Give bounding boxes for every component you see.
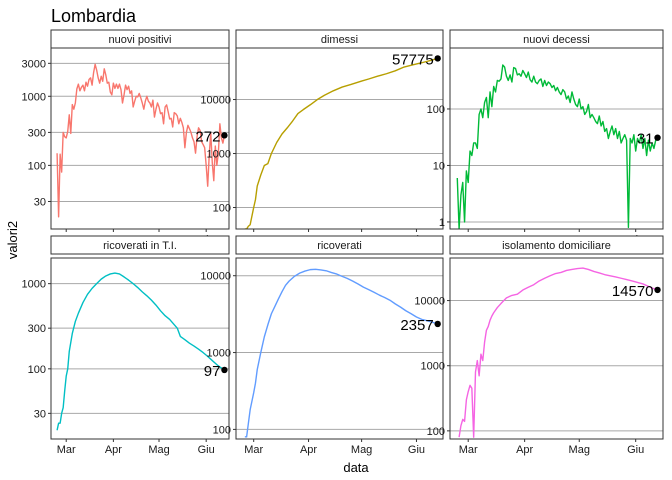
series-line-nuovi-positivi <box>56 63 226 218</box>
y-tick-label: 100 <box>427 426 445 438</box>
x-tick-label: Apr <box>516 444 533 456</box>
x-axis-title: data <box>343 460 369 475</box>
panel-background <box>51 258 229 439</box>
x-tick-label: Mar <box>459 444 478 456</box>
strip-label: dimessi <box>321 34 358 46</box>
panel-border <box>50 257 230 440</box>
panel-background <box>51 48 229 229</box>
series-line-nuovi-decessi <box>456 64 659 229</box>
panel-nuovi-positivi: nuovi positivi3010030010003000MarAprMagG… <box>22 29 230 246</box>
end-point <box>221 132 228 139</box>
y-tick-label: 300 <box>28 323 46 335</box>
y-tick-label: 100 <box>427 104 445 116</box>
y-tick-label: 100 <box>213 424 231 436</box>
strip-label: nuovi positivi <box>109 34 172 46</box>
panel-ricoverati: ricoverati 100 1000 10000 Mar Apr Mag Giu 2357 <box>200 235 444 456</box>
strip-label: nuovi decessi <box>523 34 590 46</box>
end-point <box>434 320 441 328</box>
y-tick-label: 300 <box>28 127 46 139</box>
strip-background <box>449 235 664 255</box>
panel-ricoverati-in-t-i: ricoverati in T.I. 30 100 300 1000 Mar Apr Mag G… <box>22 235 230 456</box>
x-tick-label: Apr <box>300 444 317 456</box>
y-tick-label: 1000 <box>22 91 46 103</box>
x-tick-label: Giu <box>627 444 644 456</box>
end-value-label: 57775 <box>392 51 434 68</box>
x-tick-label: Mar <box>244 444 263 456</box>
x-tick-label: Mag <box>569 444 590 456</box>
x-tick-label: Mar <box>57 444 76 456</box>
end-value-label: 97 <box>204 363 221 380</box>
end-point <box>434 55 441 62</box>
strip-label: isolamento domiciliare <box>502 240 611 252</box>
panel-border <box>449 257 664 440</box>
y-tick-label: 100 <box>28 160 46 172</box>
y-tick-label: 1000 <box>207 149 231 161</box>
end-value-label: 2357 <box>400 317 433 334</box>
x-tick-label: Giu <box>408 444 425 456</box>
chart-title: Lombardia <box>51 6 137 26</box>
y-tick-label: 1000 <box>421 361 445 373</box>
panel-border <box>449 47 664 230</box>
y-tick-label: 100 <box>213 203 231 215</box>
y-tick-label: 30 <box>34 197 46 209</box>
strip-background <box>235 235 444 255</box>
y-tick-label: 10000 <box>200 271 231 283</box>
end-point <box>654 286 661 294</box>
x-tick-label: Giu <box>198 444 215 456</box>
end-value-label: 31 <box>637 131 654 148</box>
series-line-dimessi <box>244 57 438 229</box>
y-tick-label: 1000 <box>22 279 46 291</box>
strip-label: ricoverati in T.I. <box>103 240 177 252</box>
panel-background <box>450 258 663 439</box>
x-tick-label: Apr <box>105 444 122 456</box>
y-tick-label: 1000 <box>207 348 231 360</box>
x-tick-label: Mag <box>351 444 372 456</box>
panel-nuovi-decessi: nuovi decessi110100MarAprMagGiu31 <box>427 29 664 246</box>
series-line-isolamento-domiciliare <box>458 267 658 438</box>
y-tick-label: 3000 <box>22 58 46 70</box>
panel-background <box>236 258 443 439</box>
y-tick-label: 10 <box>433 160 445 172</box>
x-tick-label: Mag <box>148 444 169 456</box>
panel-border <box>50 47 230 230</box>
y-tick-label: 30 <box>34 408 46 420</box>
y-tick-label: 10000 <box>414 296 445 308</box>
strip-label: ricoverati <box>317 240 362 252</box>
panel-border <box>235 257 444 440</box>
series-line-ricoverati <box>244 268 438 438</box>
panel-dimessi: dimessi100100010000MarAprMagGiu57775 <box>200 29 444 246</box>
panel-background <box>236 48 443 229</box>
facet-panels: nuovi positivi 30 100 300 1000 3000 Mar Apr Mag G… <box>22 29 664 456</box>
end-value-label: 272 <box>195 128 220 145</box>
end-point <box>221 366 228 374</box>
end-value-label: 14570 <box>612 283 654 300</box>
strip-background <box>50 235 230 255</box>
series-line-ricoverati-in-t-i <box>56 272 225 431</box>
end-point <box>654 134 661 141</box>
y-tick-label: 100 <box>28 364 46 376</box>
panel-isolamento-domiciliare: isolamento domiciliare 100 1000 10000 Mar Apr… <box>414 235 664 456</box>
panel-border <box>235 47 444 230</box>
y-axis-title: valori2 <box>5 221 20 259</box>
panel-background <box>450 48 663 229</box>
y-tick-label: 1 <box>439 217 445 229</box>
y-tick-label: 10000 <box>200 95 231 107</box>
